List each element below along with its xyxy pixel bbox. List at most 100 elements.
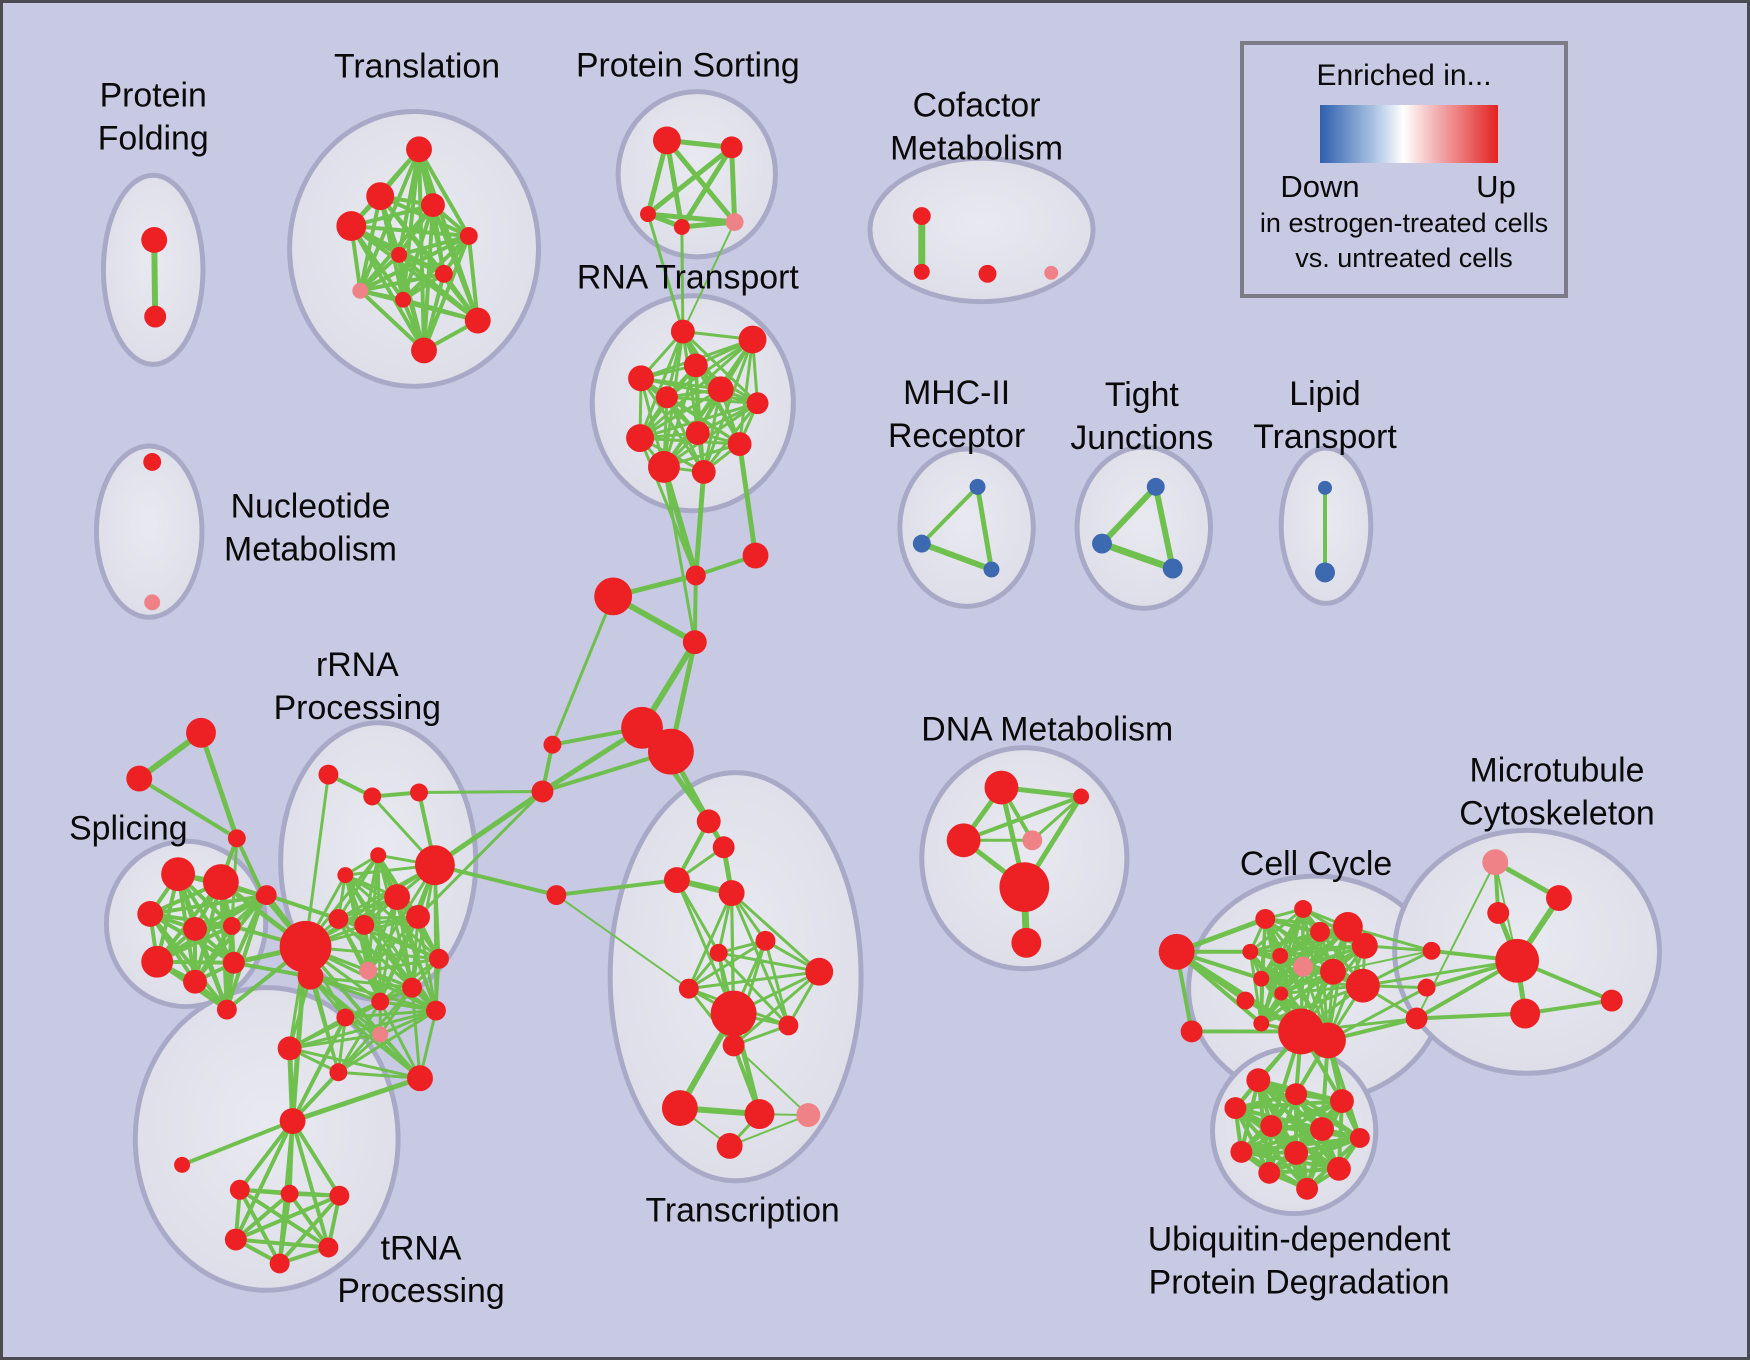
node-rt3	[683, 353, 708, 378]
node-mh1	[969, 478, 986, 495]
cluster-label-mhc-ii-receptor-line1: MHC-II	[903, 374, 1010, 412]
node-tr7	[318, 1237, 339, 1258]
node-s2	[202, 864, 239, 901]
cluster-label-trna-processing-line1: tRNA	[381, 1229, 462, 1267]
node-t2	[366, 182, 395, 211]
node-c11	[1345, 968, 1380, 1003]
cluster-label-trna-processing-line2: Processing	[337, 1272, 504, 1310]
edge	[358, 252, 402, 293]
node-nm1	[143, 453, 162, 471]
node-pf1	[141, 227, 168, 253]
edge	[702, 338, 755, 474]
edge	[343, 1009, 438, 1019]
node-cf1	[912, 207, 931, 226]
node-t4	[336, 211, 367, 241]
node-c4	[1310, 921, 1330, 942]
node-u9	[1284, 1140, 1309, 1165]
legend-gradient-bar	[1320, 105, 1498, 163]
edge	[1248, 925, 1350, 954]
node-c18	[1310, 1022, 1346, 1059]
edge	[729, 144, 738, 225]
edge	[137, 776, 239, 841]
cluster-label-rna-transport-line1: RNA Transport	[577, 259, 799, 297]
edge	[349, 224, 426, 353]
edge	[180, 1119, 295, 1167]
node-u5	[1260, 1115, 1283, 1137]
node-t8	[352, 282, 369, 299]
node-rt2	[738, 325, 767, 354]
color-legend: Enriched in... Down Up in estrogen-treat…	[1240, 41, 1568, 298]
cluster-label-ubiquitin-degradation-line2: Protein Degradation	[1149, 1263, 1450, 1301]
node-tr1	[279, 1108, 306, 1134]
node-r1	[318, 764, 339, 785]
edge	[336, 915, 420, 921]
node-t1	[406, 136, 432, 163]
node-r18	[371, 992, 390, 1011]
node-m4	[682, 630, 707, 655]
edge	[349, 224, 471, 238]
node-r19	[336, 1008, 355, 1027]
edge	[639, 376, 706, 474]
node-c12	[1253, 970, 1270, 987]
edge	[343, 1016, 422, 1080]
node-tc13	[744, 1099, 775, 1130]
node-mh2	[912, 534, 931, 553]
edge	[336, 1016, 347, 1074]
cluster-label-cofactor-metabolism-line2: Metabolism	[890, 129, 1063, 167]
node-r15	[359, 961, 378, 980]
edge	[224, 894, 266, 1012]
cluster-label-nucleotide-metabolism-line2: Metabolism	[224, 531, 397, 569]
node-t7	[434, 264, 453, 283]
edge	[430, 203, 480, 323]
node-u7	[1349, 1128, 1370, 1148]
node-m6	[648, 728, 694, 775]
cluster-label-microtubule-cytoskeleton-line2: Cytoskeleton	[1459, 794, 1655, 832]
edge	[738, 338, 755, 446]
edge	[1259, 977, 1365, 988]
node-u4	[1329, 1089, 1354, 1114]
edge	[664, 137, 685, 230]
node-rt5	[707, 376, 734, 403]
node-s3	[137, 901, 164, 927]
node-tr4	[280, 1184, 299, 1203]
node-tr6	[224, 1228, 247, 1251]
edge	[662, 465, 697, 644]
edge	[1030, 794, 1083, 842]
node-tr2	[174, 1156, 191, 1173]
node-u12	[1296, 1177, 1319, 1200]
edge	[732, 970, 821, 1047]
edge	[193, 894, 266, 984]
cluster-label-cell-cycle-line1: Cell Cycle	[1240, 845, 1392, 883]
edge	[675, 878, 736, 1016]
cluster-ellipse-trna-processing	[132, 985, 401, 1293]
node-r6	[337, 867, 354, 884]
edge	[155, 894, 266, 964]
node-tr3	[229, 1179, 250, 1200]
node-lt1	[1318, 480, 1332, 495]
node-c8	[1272, 947, 1289, 964]
edge	[1174, 949, 1304, 1034]
edge	[288, 1046, 422, 1080]
edge	[638, 401, 760, 440]
node-r21	[277, 1036, 302, 1061]
node-r23	[407, 1065, 433, 1092]
cluster-label-dna-metabolism-line1: DNA Metabolism	[921, 711, 1173, 749]
node-r10	[328, 908, 349, 929]
edge	[1414, 1011, 1528, 1021]
node-u6	[1310, 1117, 1334, 1141]
edge	[466, 233, 480, 323]
node-d4	[1022, 830, 1043, 851]
node-rt12	[691, 459, 716, 484]
edge	[555, 894, 690, 990]
node-r13	[279, 920, 332, 973]
edge	[763, 939, 790, 1027]
node-mt6	[1417, 978, 1436, 997]
node-u11	[1326, 1156, 1351, 1181]
node-t10	[464, 307, 491, 334]
edge	[645, 144, 735, 217]
edge	[410, 986, 422, 1080]
node-r11	[354, 914, 375, 935]
edge	[687, 939, 767, 991]
node-r3	[410, 783, 428, 802]
